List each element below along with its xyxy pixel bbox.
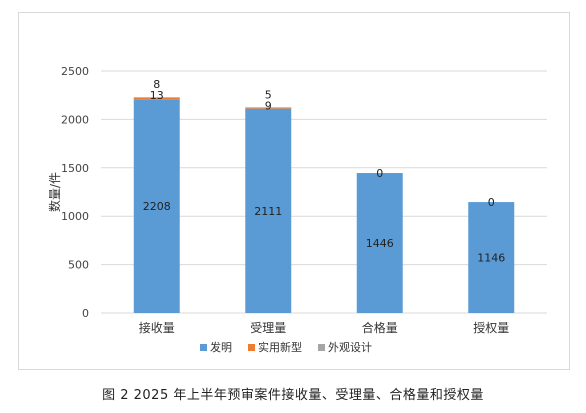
legend: 发明 实用新型 外观设计 [200, 340, 372, 354]
legend-swatch [318, 344, 325, 351]
legend-swatch [248, 344, 255, 351]
y-tick-label: 1500 [61, 162, 89, 175]
x-category-label: 受理量 [250, 321, 286, 335]
figure-caption: 图 2 2025 年上半年预审案件接收量、受理量、合格量和授权量 [102, 388, 484, 403]
data-label: 0 [376, 167, 383, 180]
data-label: 2208 [143, 200, 171, 213]
legend-label: 实用新型 [258, 340, 302, 354]
data-label: 5 [265, 88, 272, 101]
data-labels: 2208 2111 1446 1146 13 9 8 5 0 0 [143, 78, 506, 264]
data-label: 9 [265, 99, 272, 112]
bar-接收量-实用新型 [133, 98, 180, 100]
legend-label: 外观设计 [328, 341, 372, 354]
bar-受理量-发明 [245, 108, 292, 313]
bar-接收量-外观设计 [133, 97, 180, 99]
y-tick-label: 2000 [61, 113, 89, 126]
x-category-label: 接收量 [139, 320, 175, 335]
data-label: 8 [153, 78, 160, 91]
x-category-label: 合格量 [362, 320, 398, 335]
data-label: 0 [488, 196, 495, 209]
bar-授权量-发明 [468, 202, 515, 313]
y-tick-label: 2500 [61, 65, 89, 78]
legend-label: 发明 [210, 340, 232, 354]
data-label: 1446 [366, 237, 394, 250]
bar-受理量-实用新型 [245, 107, 292, 109]
data-label: 1146 [477, 252, 505, 265]
bars [133, 97, 515, 314]
y-tick-label: 500 [68, 259, 89, 272]
bar-接收量-发明 [133, 99, 180, 314]
legend-swatch [200, 344, 207, 351]
x-category-label: 授权量 [473, 320, 509, 335]
y-tick-label: 1000 [61, 210, 89, 223]
bar-合格量-发明 [356, 173, 403, 313]
y-axis-title: 数量/件 [47, 172, 62, 212]
data-label: 13 [150, 89, 164, 102]
chart-frame: 2208 2111 1446 1146 13 9 8 5 0 0 0 500 1000 1500 2000… [18, 12, 570, 370]
bar-受理量-外观设计 [245, 107, 292, 109]
data-label: 2111 [254, 205, 282, 218]
y-tick-label: 0 [82, 307, 89, 320]
